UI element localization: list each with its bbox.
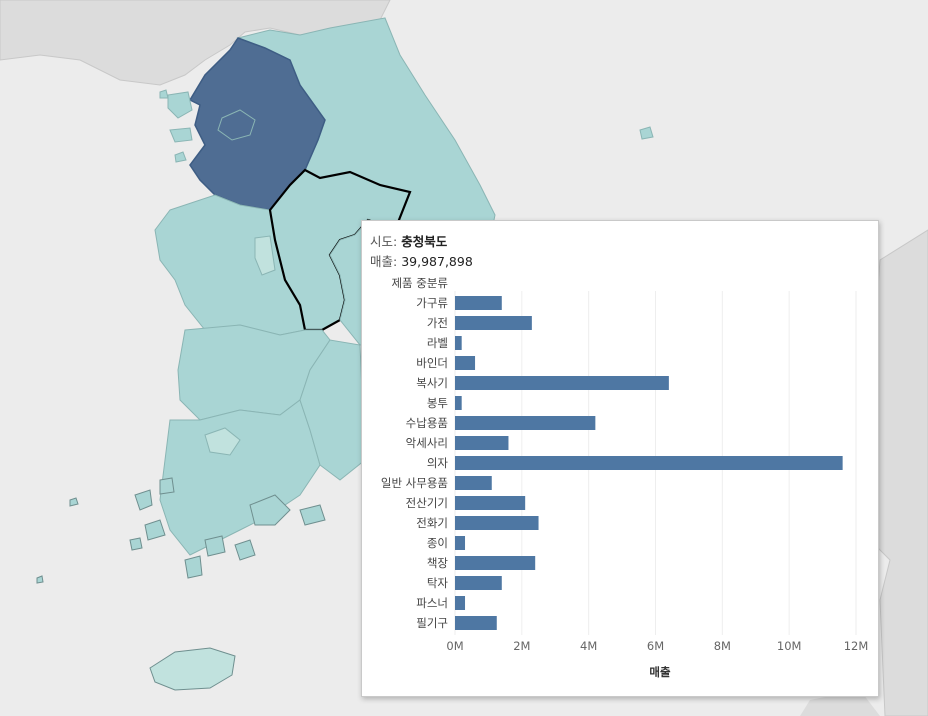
category-header: 제품 중분류 — [391, 276, 448, 290]
tooltip-sales-line: 매출: 39,987,898 — [370, 251, 473, 270]
region-sejong[interactable] — [254, 235, 276, 276]
region-seoul[interactable] — [217, 109, 256, 141]
x-tick-label: 8M — [714, 639, 731, 653]
category-label: 가구류 — [416, 296, 448, 310]
region-incheon[interactable] — [167, 91, 193, 119]
bar[interactable] — [455, 436, 509, 450]
island — [174, 151, 187, 163]
category-label: 악세사리 — [406, 436, 448, 450]
bar[interactable] — [455, 336, 462, 350]
x-tick-label: 6M — [647, 639, 664, 653]
tooltip-region-label: 시도: — [370, 234, 398, 249]
category-label: 일반 사무용품 — [381, 476, 448, 490]
category-label: 수납용품 — [406, 416, 448, 430]
bars-group — [455, 296, 843, 630]
region-jeju[interactable] — [149, 647, 236, 691]
category-label: 전산기기 — [406, 496, 448, 510]
island — [159, 89, 169, 99]
bar[interactable] — [455, 316, 532, 330]
category-label: 라벨 — [427, 336, 448, 350]
category-label: 종이 — [427, 536, 448, 550]
x-tick-label: 0M — [446, 639, 463, 653]
region-gwangju[interactable] — [204, 427, 241, 456]
bar[interactable] — [455, 416, 596, 430]
category-label: 복사기 — [416, 376, 448, 390]
south-islands — [36, 477, 326, 584]
tooltip-region-value: 충청북도 — [401, 234, 448, 249]
bar[interactable] — [455, 456, 843, 470]
bar[interactable] — [455, 596, 466, 610]
category-label: 전화기 — [416, 516, 448, 530]
bar[interactable] — [455, 576, 502, 590]
bar[interactable] — [455, 556, 536, 570]
bar[interactable] — [455, 616, 497, 630]
category-label: 가전 — [427, 316, 448, 330]
bar[interactable] — [455, 356, 476, 370]
category-label: 봉투 — [427, 396, 448, 410]
bar[interactable] — [455, 296, 502, 310]
tooltip-region-line: 시도: 충청북도 — [370, 231, 447, 250]
bar[interactable] — [455, 496, 526, 510]
category-label: 파스너 — [416, 596, 448, 610]
category-label: 책장 — [427, 556, 449, 570]
bar[interactable] — [455, 376, 669, 390]
category-label: 바인더 — [416, 356, 448, 370]
tooltip-sales-value: 39,987,898 — [401, 254, 473, 269]
category-label: 탁자 — [427, 576, 449, 590]
bar[interactable] — [455, 536, 466, 550]
x-tick-label: 10M — [777, 639, 802, 653]
bar[interactable] — [455, 476, 492, 490]
bar[interactable] — [455, 396, 462, 410]
bar[interactable] — [455, 516, 539, 530]
category-label: 의자 — [427, 456, 449, 470]
island-ulleung — [639, 126, 654, 140]
x-tick-label: 2M — [513, 639, 530, 653]
x-tick-label: 12M — [844, 639, 869, 653]
x-axis-title: 매출 — [649, 665, 671, 679]
island — [169, 127, 193, 143]
x-tick-labels: 0M 2M 4M 6M 8M 10M 12M — [446, 639, 868, 653]
tooltip-sales-label: 매출: — [370, 254, 398, 269]
x-tick-label: 4M — [580, 639, 597, 653]
category-label: 필기구 — [416, 616, 448, 630]
